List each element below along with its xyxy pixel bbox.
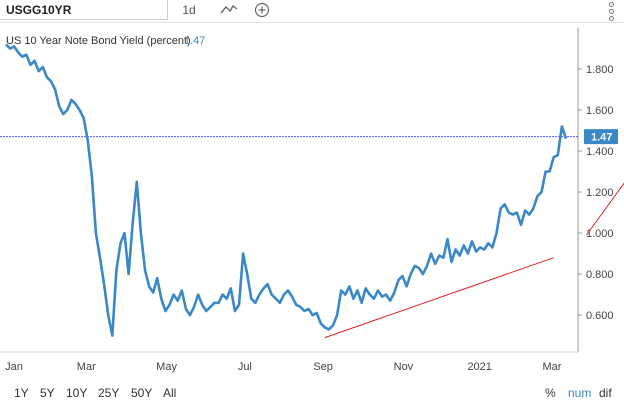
symbol-input[interactable]: USGG10YR (0, 0, 168, 20)
y-tick-label: 1.800 (586, 64, 614, 76)
x-tick-label: Nov (394, 361, 414, 373)
y-tick-label: 0.800 (586, 269, 614, 281)
range-1y-button[interactable]: 1Y (14, 386, 29, 400)
y-tick-label: 1.000 (586, 228, 614, 240)
range-10y-button[interactable]: 10Y (66, 386, 88, 400)
y-tick-label: 1.200 (586, 187, 614, 199)
series-line-yield (5, 43, 568, 337)
format-percent-button[interactable]: % (545, 386, 556, 400)
y-tick-label: 1.600 (586, 105, 614, 117)
x-tick-label: Mar (77, 361, 96, 373)
bottom-bar: 1Y 5Y 10Y 25Y 50Y All % num dif (0, 380, 624, 410)
y-tick-label: 1.400 (586, 146, 614, 158)
x-tick-label: 2021 (467, 361, 491, 373)
vertical-dots-icon[interactable] (604, 0, 618, 21)
last-price-badge-text: 1.47 (591, 132, 612, 144)
legend-value: 1.47 (184, 35, 205, 47)
price-chart[interactable]: 0.600 0.800 1.000 1.200 1.400 1.600 1.800 Jan M… (0, 22, 624, 376)
x-tick-label: May (156, 361, 177, 373)
format-dif-button[interactable]: dif (599, 386, 612, 400)
x-tick-label: Mar (542, 361, 561, 373)
y-tick-label: 0.600 (586, 310, 614, 322)
x-axis-ticks: Jan Mar May Jul Sep Nov 2021 Mar (5, 361, 562, 373)
format-num-button[interactable]: num (568, 386, 592, 400)
interval-button[interactable]: 1d (182, 3, 196, 17)
plus-circle-icon[interactable] (252, 0, 272, 20)
x-tick-label: Jan (5, 361, 23, 373)
range-50y-button[interactable]: 50Y (131, 386, 153, 400)
toolbar: USGG10YR 1d (0, 0, 624, 23)
range-all-button[interactable]: All (163, 386, 177, 400)
range-5y-button[interactable]: 5Y (40, 386, 55, 400)
x-tick-label: Sep (313, 361, 333, 373)
y-axis-ticks: 0.600 0.800 1.000 1.200 1.400 1.600 1.800 (578, 64, 614, 322)
trendlines (324, 182, 624, 339)
last-price-badge: 1.47 (584, 129, 618, 145)
last-price-badge-bg (584, 129, 618, 145)
trendline (324, 257, 554, 339)
line-chart-icon[interactable] (218, 0, 240, 20)
trendline (586, 182, 624, 236)
x-tick-label: Jul (238, 361, 252, 373)
legend-label: US 10 Year Note Bond Yield (percent) (6, 35, 191, 47)
range-25y-button[interactable]: 25Y (98, 386, 120, 400)
